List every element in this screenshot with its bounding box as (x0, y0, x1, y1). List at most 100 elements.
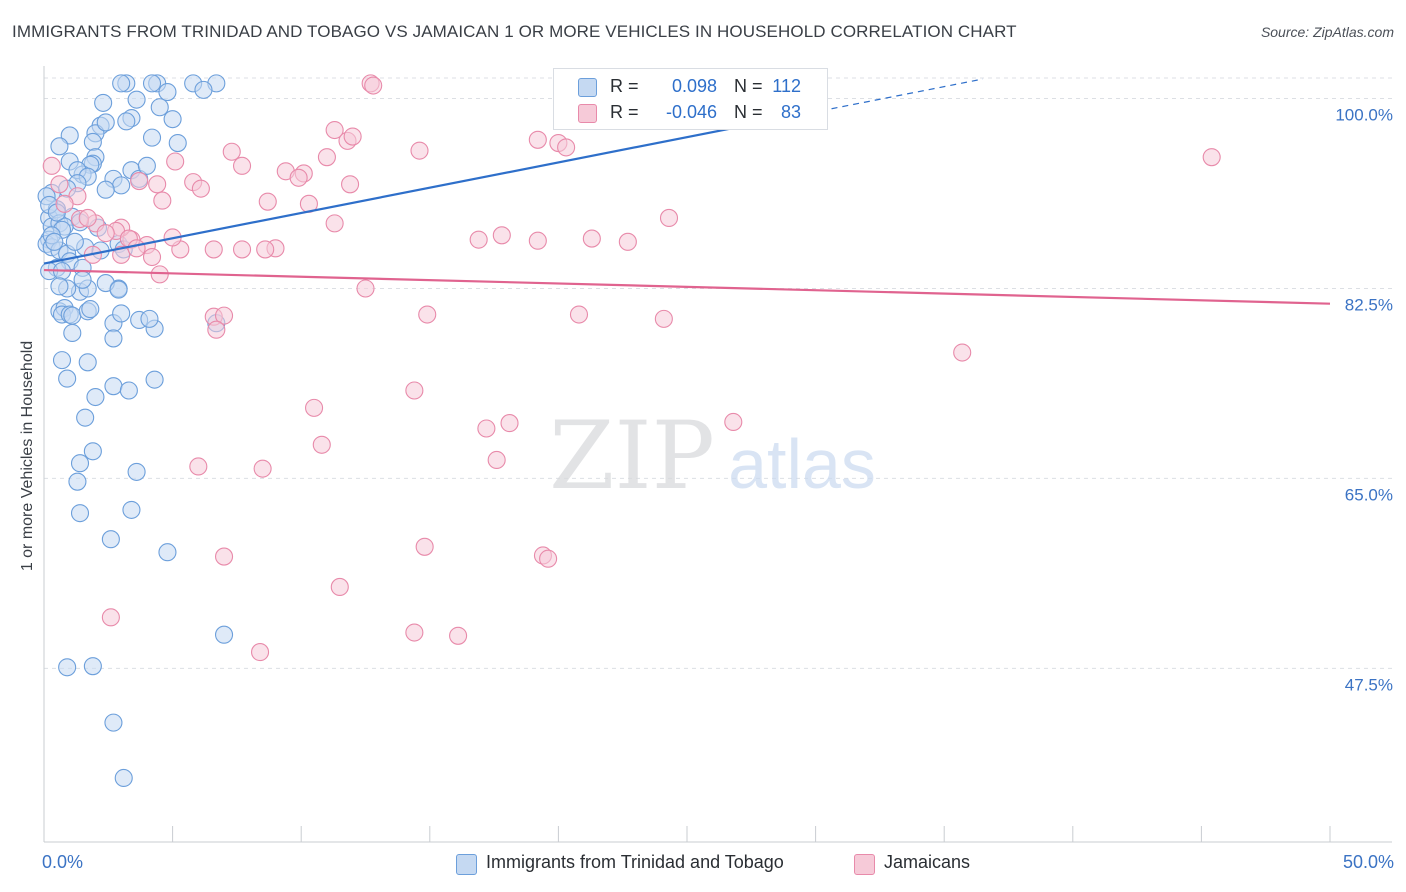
data-point (539, 549, 558, 568)
data-point (112, 304, 131, 323)
data-point (112, 245, 131, 264)
data-point (122, 500, 141, 519)
data-point (70, 504, 90, 523)
watermark-atlas: atlas (728, 425, 876, 503)
legend-row-trinidad: R = 0.098 N = 112 (554, 74, 827, 100)
legend-label-jamaican: Jamaicans (884, 852, 971, 872)
data-point (500, 414, 519, 433)
data-point (78, 208, 97, 227)
legend-n-value: 112 (772, 76, 801, 96)
data-point (83, 132, 102, 152)
data-point (150, 98, 169, 117)
data-point (63, 323, 82, 343)
data-point (65, 232, 84, 251)
data-point (50, 277, 69, 296)
data-point (418, 305, 437, 324)
data-point (142, 247, 162, 267)
data-point (659, 208, 679, 227)
data-point (207, 320, 226, 339)
tick-labels: 100.0% 82.5% 65.0% 47.5% (1335, 106, 1393, 695)
data-point (325, 120, 344, 140)
data-point (214, 547, 234, 566)
series-trinidad-points (37, 74, 234, 788)
legend-label-trinidad: Immigrants from Trinidad and Tobago (486, 852, 784, 872)
data-point (50, 175, 69, 194)
data-point (618, 232, 637, 251)
legend-swatch-trinidad (456, 854, 477, 875)
data-point (130, 171, 149, 191)
data-point (86, 387, 105, 407)
data-point (341, 175, 360, 194)
data-point (405, 623, 424, 642)
data-point (250, 643, 270, 662)
data-point (194, 80, 213, 99)
data-point (150, 265, 169, 284)
data-point (78, 353, 97, 372)
data-point (96, 113, 115, 132)
y-tick-label: 47.5% (1345, 675, 1393, 694)
data-point (557, 138, 576, 157)
data-point (153, 191, 172, 210)
legend-swatch-blue (578, 78, 597, 97)
y-tick-label: 65.0% (1345, 485, 1393, 504)
trend-lines (43, 78, 1331, 305)
data-point (158, 82, 177, 102)
data-point (45, 232, 64, 251)
data-point (140, 309, 159, 328)
data-point (83, 442, 102, 461)
data-point (477, 419, 496, 438)
data-point (569, 305, 589, 324)
data-point (325, 214, 344, 233)
data-point (58, 658, 77, 677)
data-point (214, 306, 234, 325)
data-point (83, 657, 102, 676)
data-point (142, 128, 162, 147)
data-point (582, 229, 601, 248)
axes (43, 66, 1392, 843)
data-point (76, 408, 95, 427)
data-point (101, 608, 120, 627)
data-point (415, 537, 434, 556)
data-point (258, 192, 277, 211)
data-point (104, 329, 123, 348)
data-point (528, 130, 547, 149)
data-point (137, 156, 156, 175)
data-point (58, 369, 77, 388)
data-point (148, 175, 167, 194)
data-point (289, 168, 308, 187)
data-point (94, 93, 113, 112)
data-point (70, 454, 90, 473)
legend-r-value: -0.046 (665, 102, 717, 122)
data-point (469, 230, 488, 249)
data-point (96, 224, 115, 243)
series-jamaican-points (42, 74, 1221, 662)
data-point (204, 240, 223, 259)
data-point (68, 472, 87, 491)
data-point (63, 306, 82, 325)
data-point (145, 370, 164, 389)
data-point (364, 76, 383, 95)
data-point (528, 231, 547, 250)
data-point (654, 309, 673, 328)
data-point (405, 381, 424, 400)
data-point (104, 713, 123, 732)
data-point (222, 142, 241, 161)
data-point (189, 457, 208, 476)
legend-r-label: R = (610, 102, 639, 122)
legend-swatch-pink (578, 104, 597, 123)
data-point (142, 74, 162, 93)
data-point (50, 137, 69, 156)
data-point (158, 543, 177, 562)
data-point (166, 152, 185, 171)
data-point (73, 270, 92, 289)
trend-line-jamaican (43, 268, 1331, 305)
legend-n-value: 83 (780, 102, 801, 122)
legend-r-label: R = (610, 76, 639, 96)
data-point (1202, 148, 1221, 167)
data-point (163, 110, 182, 129)
data-point (317, 148, 336, 167)
data-point (168, 134, 187, 153)
watermark-zip: ZIP (549, 402, 715, 511)
legend-swatch-jamaican (854, 854, 875, 875)
data-point (117, 112, 136, 131)
